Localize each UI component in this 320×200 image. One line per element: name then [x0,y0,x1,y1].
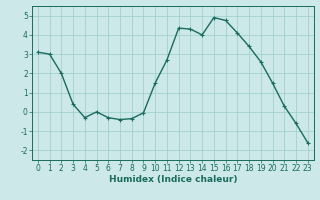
X-axis label: Humidex (Indice chaleur): Humidex (Indice chaleur) [108,175,237,184]
